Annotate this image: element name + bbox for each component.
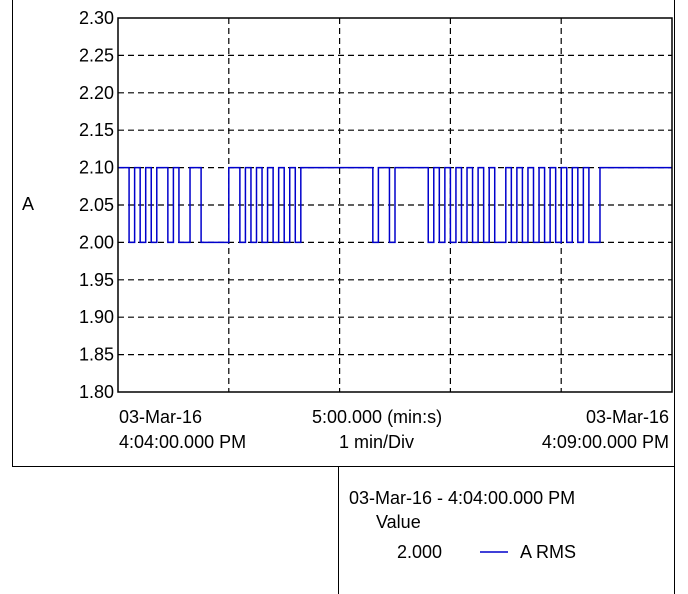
plot-border <box>117 17 673 393</box>
cursor-legend-panel <box>338 467 675 594</box>
x-start-time: 4:04:00.000 PM <box>119 432 247 452</box>
y-tick-label: 2.05 <box>79 195 114 215</box>
x-start-date: 03-Mar-16 <box>119 407 203 427</box>
chart-frame <box>12 0 675 467</box>
x-center-span: 5:00.000 (min:s) <box>312 407 443 427</box>
grid <box>118 18 672 392</box>
y-tick-label: 1.90 <box>79 307 114 327</box>
y-tick-label: 2.15 <box>79 120 114 140</box>
y-tick-label: 2.00 <box>79 232 114 252</box>
x-end-date: 03-Mar-16 <box>585 407 669 427</box>
cursor-timestamp: 03-Mar-16 - 4:04:00.000 PM <box>349 488 576 508</box>
y-tick-label: 1.80 <box>79 382 114 402</box>
x-center-div: 1 min/Div <box>339 432 415 452</box>
y-tick-label: 1.95 <box>79 270 114 290</box>
y-tick-label: 2.20 <box>79 83 114 103</box>
y-tick-label: 2.10 <box>79 158 114 178</box>
y-tick-label: 2.30 <box>79 8 114 28</box>
x-end-time: 4:09:00.000 PM <box>541 432 669 452</box>
series-line-a-rms <box>118 166 672 244</box>
legend-series-name: A RMS <box>520 542 577 562</box>
y-tick-label: 2.25 <box>79 45 114 65</box>
y-tick-labels: 1.80 1.85 1.90 1.95 2.00 2.05 2.10 2.15 2.20 2.25… <box>79 8 114 402</box>
cursor-value-header: Value <box>376 512 421 532</box>
cursor-value: 2.000 <box>397 542 443 562</box>
y-tick-label: 1.85 <box>79 345 114 365</box>
y-axis-label: A <box>22 194 35 214</box>
